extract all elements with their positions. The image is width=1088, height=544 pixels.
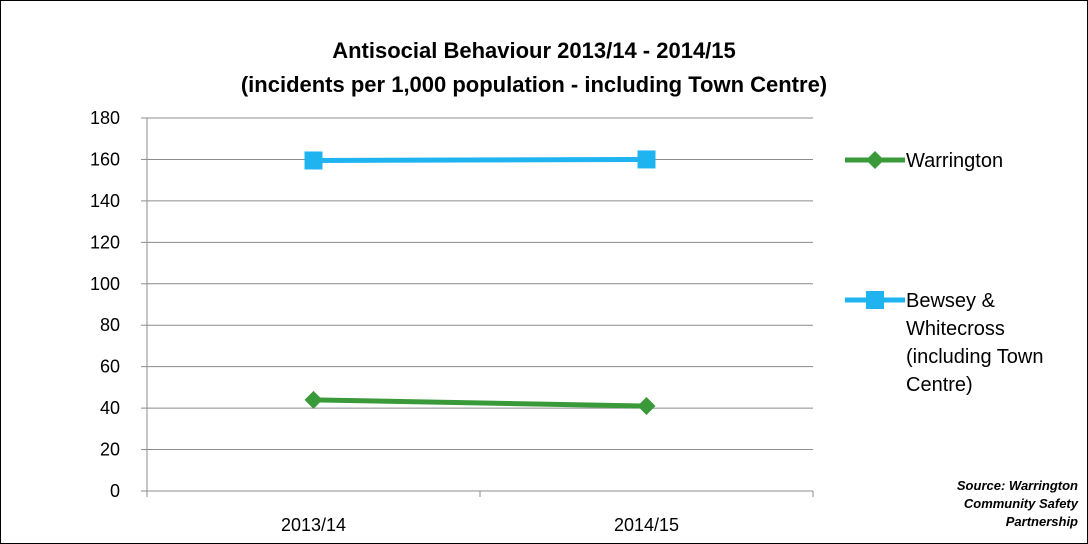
- chart-title-line-1: Antisocial Behaviour 2013/14 - 2014/15: [332, 38, 736, 63]
- data-point: [637, 150, 656, 169]
- gridlines: [147, 117, 813, 451]
- legend: Warrington Bewsey & Whitecross (including T…: [845, 150, 1044, 396]
- source-line: Community Safety: [964, 496, 1079, 511]
- chart-title: Antisocial Behaviour 2013/14 - 2014/15 (…: [241, 38, 827, 97]
- x-tick-label: 2013/14: [281, 515, 346, 535]
- y-tick-label: 40: [100, 398, 120, 418]
- y-tick-label: 140: [90, 191, 120, 211]
- legend-label: Whitecross: [906, 318, 1005, 340]
- legend-entry-2: Bewsey & Whitecross (including Town Centre): [845, 290, 1044, 396]
- series-group: [304, 150, 656, 416]
- y-tick-label: 120: [90, 232, 120, 252]
- series-1: [304, 390, 656, 416]
- legend-label: Bewsey &: [906, 290, 996, 312]
- legend-label: (including Town: [906, 346, 1044, 368]
- legend-label: Warrington: [906, 150, 1003, 172]
- data-point: [637, 397, 656, 416]
- series-2: [304, 150, 656, 170]
- y-tick-label: 180: [90, 108, 120, 128]
- y-axis-tick-labels: 0 20 40 60 80 100 120 140 160 180: [90, 108, 120, 501]
- axes: [141, 117, 814, 497]
- legend-marker: [866, 151, 884, 169]
- y-tick-label: 160: [90, 149, 120, 169]
- data-point: [304, 151, 323, 170]
- y-tick-label: 100: [90, 274, 120, 294]
- source-line: Source: Warrington: [957, 478, 1078, 493]
- legend-label: Centre): [906, 374, 973, 396]
- source-line: Partnership: [1006, 514, 1078, 529]
- y-tick-label: 80: [100, 315, 120, 335]
- x-tick-label: 2014/15: [614, 515, 679, 535]
- legend-marker: [866, 291, 884, 309]
- chart-title-line-2: (incidents per 1,000 population - includ…: [241, 72, 827, 97]
- data-point: [304, 390, 323, 409]
- y-tick-label: 60: [100, 357, 120, 377]
- y-tick-label: 0: [110, 481, 120, 501]
- series-line: [311, 397, 649, 409]
- legend-entry-1: Warrington: [845, 150, 1003, 172]
- x-axis-tick-labels: 2013/14 2014/15: [281, 515, 679, 535]
- series-line: [311, 156, 649, 163]
- source-note: Source: Warrington Community Safety Partne…: [957, 478, 1079, 529]
- y-tick-label: 20: [100, 440, 120, 460]
